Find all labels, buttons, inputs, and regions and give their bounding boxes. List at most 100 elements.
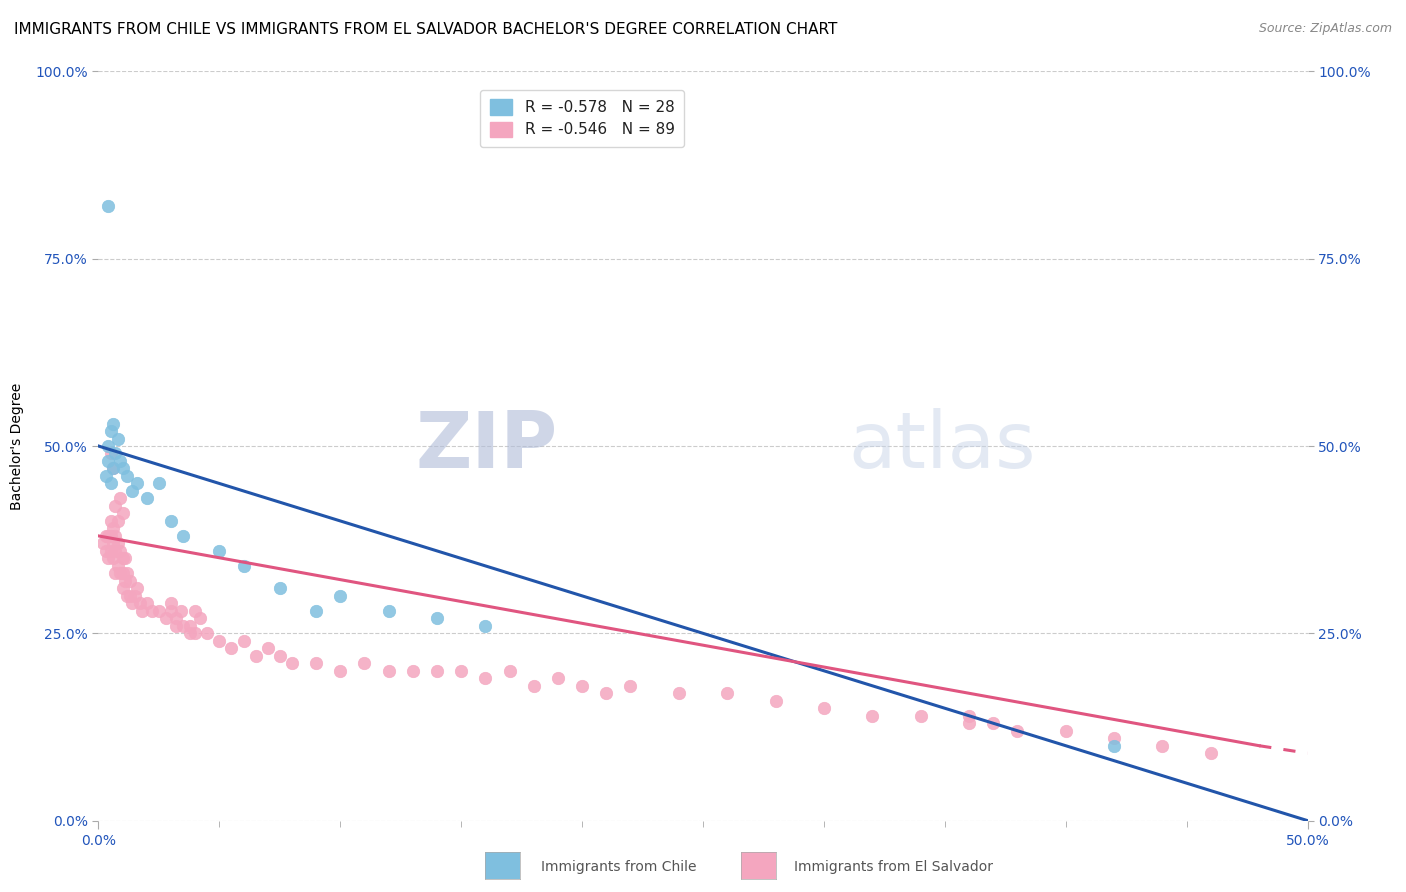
Point — [169, 604, 191, 618]
Point — [474, 619, 496, 633]
Point — [571, 679, 593, 693]
Point — [910, 708, 932, 723]
Point — [101, 461, 124, 475]
Point — [100, 424, 122, 438]
Point — [94, 469, 117, 483]
Point — [957, 708, 980, 723]
Point — [269, 648, 291, 663]
Point — [100, 514, 122, 528]
Point — [179, 619, 201, 633]
Point — [165, 619, 187, 633]
Point — [498, 664, 520, 678]
Point — [108, 491, 131, 506]
Point — [450, 664, 472, 678]
Point — [108, 544, 131, 558]
Point — [1102, 731, 1125, 746]
Point — [108, 454, 131, 468]
Point — [100, 529, 122, 543]
Point — [245, 648, 267, 663]
Point — [101, 521, 124, 535]
Point — [104, 566, 127, 581]
Point — [101, 551, 124, 566]
Point — [135, 596, 157, 610]
Point — [107, 432, 129, 446]
Point — [97, 199, 120, 213]
Point — [104, 529, 127, 543]
Point — [1152, 739, 1174, 753]
Point — [1007, 723, 1029, 738]
Point — [124, 589, 146, 603]
Point — [107, 514, 129, 528]
Point — [165, 611, 187, 625]
Point — [179, 626, 201, 640]
Point — [101, 536, 124, 550]
Point — [148, 604, 170, 618]
Point — [117, 469, 139, 483]
Point — [221, 641, 243, 656]
Point — [104, 544, 127, 558]
Point — [195, 626, 218, 640]
Point — [256, 641, 278, 656]
Point — [97, 439, 120, 453]
Point — [104, 446, 127, 460]
Point — [208, 544, 231, 558]
Point — [765, 694, 787, 708]
Point — [172, 529, 194, 543]
Point — [97, 529, 120, 543]
Point — [114, 551, 136, 566]
Point — [111, 551, 134, 566]
Point — [426, 611, 449, 625]
Legend: R = -0.578   N = 28, R = -0.546   N = 89: R = -0.578 N = 28, R = -0.546 N = 89 — [481, 90, 683, 146]
Point — [104, 499, 127, 513]
Point — [329, 664, 352, 678]
Text: atlas: atlas — [848, 408, 1036, 484]
Point — [155, 611, 177, 625]
Point — [813, 701, 835, 715]
Point — [1102, 739, 1125, 753]
Text: IMMIGRANTS FROM CHILE VS IMMIGRANTS FROM EL SALVADOR BACHELOR'S DEGREE CORRELATI: IMMIGRANTS FROM CHILE VS IMMIGRANTS FROM… — [14, 22, 838, 37]
Text: Immigrants from El Salvador: Immigrants from El Salvador — [794, 860, 994, 874]
Point — [148, 476, 170, 491]
Point — [118, 589, 141, 603]
Point — [121, 596, 143, 610]
Point — [111, 507, 134, 521]
Point — [329, 589, 352, 603]
Point — [547, 671, 569, 685]
Point — [108, 566, 131, 581]
Text: ZIP: ZIP — [416, 408, 558, 484]
Point — [232, 558, 254, 573]
Point — [184, 604, 207, 618]
Point — [188, 611, 211, 625]
Point — [160, 596, 183, 610]
Point — [208, 633, 231, 648]
Point — [111, 582, 134, 596]
Point — [595, 686, 617, 700]
Point — [128, 596, 150, 610]
Point — [353, 657, 375, 671]
Point — [91, 536, 114, 550]
Point — [135, 491, 157, 506]
Point — [101, 417, 124, 431]
Point — [377, 604, 399, 618]
Point — [172, 619, 194, 633]
Point — [474, 671, 496, 685]
Point — [305, 657, 328, 671]
Point — [668, 686, 690, 700]
Point — [402, 664, 425, 678]
Point — [619, 679, 641, 693]
Point — [981, 716, 1004, 731]
Point — [107, 536, 129, 550]
Point — [184, 626, 207, 640]
Point — [107, 558, 129, 573]
Point — [1054, 723, 1077, 738]
Point — [100, 544, 122, 558]
Point — [281, 657, 304, 671]
Point — [114, 574, 136, 588]
Point — [426, 664, 449, 678]
Point — [860, 708, 883, 723]
Text: Immigrants from Chile: Immigrants from Chile — [541, 860, 697, 874]
Point — [117, 566, 139, 581]
Y-axis label: Bachelor's Degree: Bachelor's Degree — [10, 383, 24, 509]
Point — [232, 633, 254, 648]
Point — [305, 604, 328, 618]
